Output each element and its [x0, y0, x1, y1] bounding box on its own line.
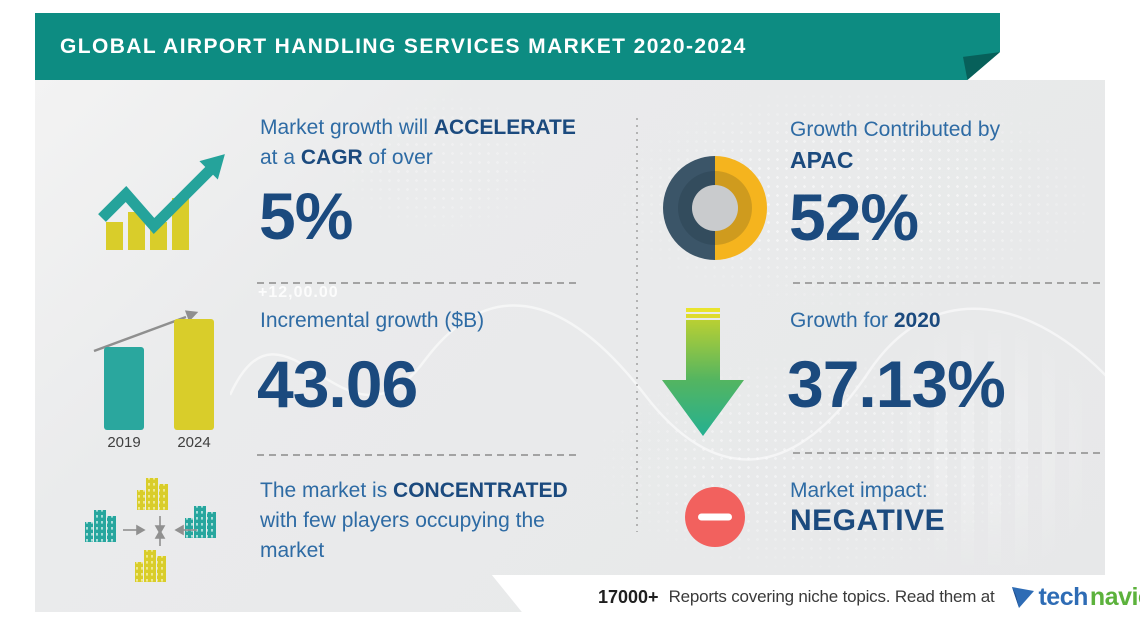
incremental-growth-value: 43.06 — [257, 347, 418, 421]
logo-text-tech: tech — [1038, 582, 1088, 611]
apac-region: APAC — [790, 147, 854, 173]
technavio-logo-icon — [1012, 587, 1035, 608]
yoy-growth-value: 37.13% — [787, 347, 1006, 421]
divider-vertical-center — [636, 118, 638, 532]
apac-line1: Growth Contributed by — [790, 118, 1001, 141]
technavio-logo: technavio™ — [1010, 583, 1140, 612]
footer-bar: 17000+ Reports covering niche topics. Re… — [598, 580, 1140, 614]
market-impact-value: NEGATIVE — [790, 504, 946, 537]
market-concentration-buildings-icon — [85, 478, 216, 582]
footer-tagline: Reports covering niche topics. Read them… — [668, 587, 995, 606]
divider-left-top — [257, 282, 577, 284]
background-chart-curve — [230, 304, 1110, 461]
cagr-line2-bold: CAGR — [300, 146, 363, 169]
yoy-year: 2020 — [893, 309, 941, 332]
background-ticker-watermark: +12,00.00 — [258, 284, 339, 301]
concentration-line2: with few players occupying the — [260, 509, 545, 532]
cagr-line1-bold: ACCELERATE — [433, 116, 576, 139]
yoy-growth-label: Growth for 2020 — [790, 306, 941, 336]
incremental-growth-bars-icon: 2019 2024 — [93, 310, 214, 451]
page-title: GLOBAL AIRPORT HANDLING SERVICES MARKET … — [60, 35, 747, 58]
concentration-label: The market is CONCENTRATED with few play… — [260, 476, 568, 566]
growth-trend-chart-icon — [98, 154, 225, 250]
concentration-line1-bold: CONCENTRATED — [393, 479, 568, 502]
background-dot-map-texture — [340, 95, 550, 235]
concentration-line3: market — [260, 539, 325, 562]
concentration-line1-pre: The market is — [260, 479, 394, 502]
cagr-value: 5% — [259, 179, 353, 253]
apac-label: Growth Contributed by APAC — [790, 115, 1000, 177]
divider-left-bottom — [257, 454, 577, 456]
apac-donut-chart-icon — [663, 156, 767, 260]
cagr-label: Market growth will ACCELERATE at a CAGR … — [260, 113, 576, 173]
background-bars-texture — [880, 330, 1095, 565]
cagr-line1-pre: Market growth will — [260, 116, 434, 139]
decline-arrow-icon — [662, 308, 744, 436]
cagr-line2-post: of over — [362, 146, 433, 169]
negative-impact-minus-icon — [685, 487, 745, 547]
divider-right-bottom — [793, 452, 1100, 454]
incremental-growth-label: Incremental growth ($B) — [260, 309, 485, 332]
header-banner: GLOBAL AIRPORT HANDLING SERVICES MARKET … — [35, 13, 1000, 80]
divider-right-top — [793, 282, 1100, 284]
cagr-line2-pre: at a — [260, 146, 301, 169]
bar-year-end-label: 2024 — [177, 434, 210, 451]
logo-text-navio: navio — [1089, 582, 1140, 611]
market-impact-label: Market impact: — [790, 479, 928, 502]
bar-year-start-label: 2019 — [107, 434, 140, 451]
yoy-label-pre: Growth for — [790, 309, 894, 332]
report-count: 17000+ — [598, 586, 659, 607]
apac-value: 52% — [789, 180, 919, 254]
